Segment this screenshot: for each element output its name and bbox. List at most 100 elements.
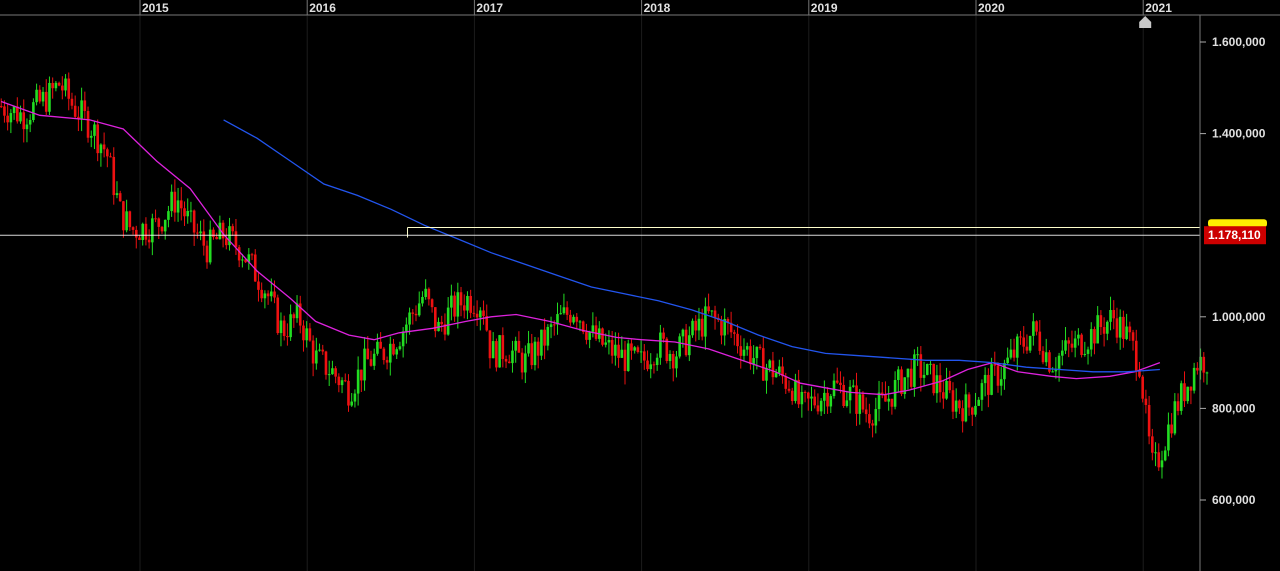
- candle-down: [260, 289, 263, 299]
- candle-down: [160, 226, 164, 232]
- candle-up: [1051, 371, 1054, 373]
- candle-down: [221, 222, 225, 239]
- candle-down: [1025, 346, 1029, 351]
- candle-down: [57, 82, 61, 86]
- candle-down: [652, 364, 656, 366]
- candle-down: [215, 237, 218, 240]
- candle-down: [993, 364, 997, 366]
- candle-down: [392, 343, 395, 355]
- candle-down: [212, 229, 215, 238]
- candle-down: [462, 305, 466, 311]
- candle-down: [1080, 334, 1083, 355]
- candle-up: [1044, 352, 1048, 363]
- candle-down: [781, 366, 784, 377]
- candle-up: [845, 400, 849, 406]
- candle-up: [398, 346, 402, 350]
- candle-down: [1157, 452, 1161, 468]
- candle-up: [1073, 338, 1077, 348]
- candle-up: [363, 348, 366, 381]
- candle-down: [932, 363, 935, 394]
- candle-down: [771, 360, 775, 378]
- candle-up: [270, 291, 273, 297]
- candle-up: [12, 106, 16, 114]
- candle-up: [974, 405, 977, 415]
- candle-up: [1205, 372, 1209, 374]
- price-axis: 1.600,000 1.400,000 1.000,000 800,000 600,00…: [1199, 15, 1266, 571]
- candle-down: [736, 333, 739, 347]
- candle-up: [25, 124, 29, 130]
- candle-down: [411, 312, 415, 314]
- candle-up: [511, 350, 514, 364]
- candle-up: [450, 295, 453, 308]
- candle-up: [800, 391, 804, 405]
- candle-up: [41, 91, 45, 102]
- candle-down: [1122, 316, 1125, 339]
- candle-up: [446, 307, 450, 335]
- candle-up: [578, 321, 582, 323]
- candle-up: [241, 259, 244, 261]
- candle-up: [1163, 450, 1167, 461]
- candle-up: [562, 307, 566, 314]
- candle-up: [315, 350, 318, 364]
- candle-up: [151, 218, 154, 243]
- candle-down: [102, 144, 106, 150]
- candle-down: [321, 349, 325, 352]
- candle-up: [533, 341, 537, 366]
- x-tick-label: 2015: [142, 1, 169, 15]
- candle-up: [48, 82, 51, 112]
- candle-down: [884, 394, 887, 402]
- candle-up: [945, 380, 948, 399]
- candle-up: [913, 354, 916, 387]
- candle-down: [1147, 404, 1151, 437]
- candle-down: [726, 318, 730, 323]
- candle-down: [942, 392, 945, 399]
- candle-down: [1144, 398, 1148, 405]
- candle-down: [385, 360, 389, 363]
- candle-up: [208, 229, 212, 263]
- candle-down: [948, 380, 952, 391]
- candle-down: [864, 409, 868, 415]
- candle-down: [382, 348, 386, 361]
- candle-down: [106, 149, 109, 157]
- candle-down: [806, 392, 810, 399]
- candle-up: [1160, 460, 1164, 468]
- candle-up: [54, 82, 58, 89]
- candle-down: [122, 201, 125, 231]
- candle-down: [1093, 329, 1096, 344]
- candle-down: [1115, 318, 1119, 338]
- candle-down: [617, 344, 620, 358]
- candle-up: [141, 223, 145, 240]
- candle-down: [469, 295, 472, 313]
- candle-down: [610, 340, 614, 356]
- candle-up: [903, 377, 907, 395]
- candle-down: [1035, 321, 1038, 332]
- candle-up: [655, 357, 659, 366]
- y-tick-label: 1.000,000: [1212, 310, 1266, 324]
- candle-up: [697, 318, 701, 331]
- candle-up: [514, 340, 517, 351]
- candle-down: [157, 218, 161, 227]
- candle-down: [713, 310, 717, 318]
- candle-up: [897, 369, 900, 381]
- candle-down: [1012, 349, 1016, 358]
- candle-up: [990, 364, 993, 395]
- moving-average-short-line: [0, 100, 1161, 396]
- candle-up: [1154, 452, 1157, 454]
- candle-down: [1138, 370, 1141, 377]
- candle-down: [443, 324, 447, 335]
- candle-down: [109, 156, 112, 158]
- y-tick-label: 1.600,000: [1212, 35, 1266, 49]
- candle-down: [1038, 331, 1042, 351]
- candle-down: [118, 193, 122, 202]
- candle-up: [405, 324, 408, 332]
- candle-up: [649, 364, 653, 370]
- candle-down: [482, 310, 485, 317]
- candle-up: [199, 231, 202, 234]
- candle-up: [794, 379, 797, 402]
- candle-down: [128, 211, 132, 228]
- candle-down: [967, 394, 971, 408]
- moving-averages: [0, 100, 1161, 396]
- candle-up: [167, 211, 170, 220]
- candle-up: [1192, 367, 1196, 391]
